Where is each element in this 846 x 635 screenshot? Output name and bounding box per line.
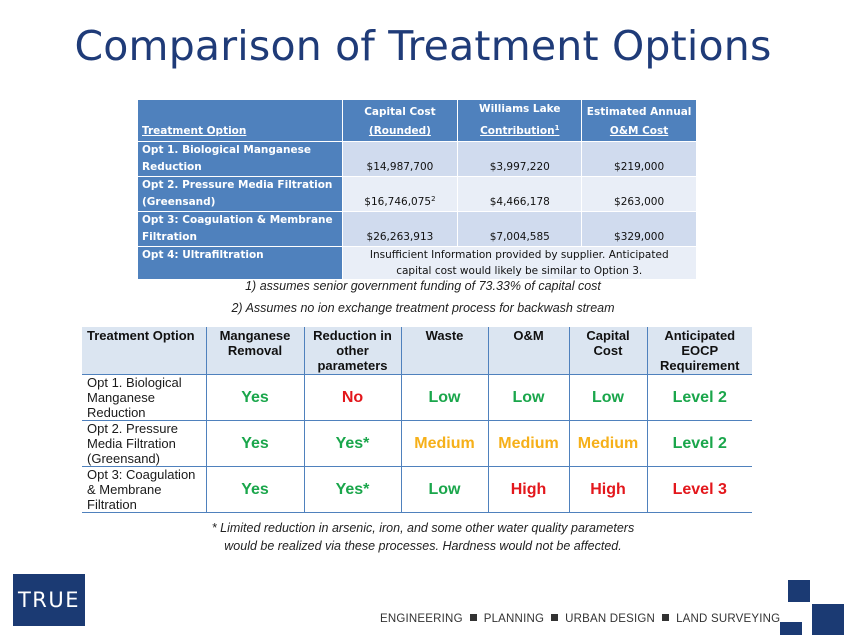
manganese-cell: Yes bbox=[205, 466, 304, 513]
page-title: Comparison of Treatment Options bbox=[74, 22, 772, 70]
row-option: Opt 3: Coagulation & Membrane Filtration bbox=[82, 466, 206, 513]
header-eocp: Anticipated EOCP Requirement bbox=[646, 327, 752, 375]
reduction-cell: No bbox=[303, 374, 401, 421]
square-separator-icon bbox=[662, 614, 670, 621]
eocp-cell: Level 3 bbox=[646, 466, 752, 513]
table-row: Opt 3: Coagulation & Membrane Filtration … bbox=[137, 211, 697, 247]
note-cell: Insufficient Information provided by sup… bbox=[341, 246, 697, 280]
reduction-cell: Yes* bbox=[303, 420, 401, 467]
contribution-cell: $3,997,220 bbox=[457, 141, 583, 177]
waste-cell: Medium bbox=[400, 420, 488, 467]
table-row: Opt 1. Biological Manganese Reduction Yes … bbox=[82, 374, 752, 421]
om-cost-cell: $219,000 bbox=[581, 141, 697, 177]
corner-squares-icon bbox=[780, 580, 844, 635]
table-note: * Limited reduction in arsenic, iron, an… bbox=[211, 521, 635, 553]
capital-cost-cell: $16,746,0752 bbox=[341, 176, 459, 212]
footnote-1: 1) assumes senior government funding of … bbox=[245, 279, 601, 293]
comparison-table-header: Treatment Option Manganese Removal Reduct… bbox=[82, 327, 752, 375]
capital-cost-cell: $14,987,700 bbox=[341, 141, 459, 177]
company-logo: TRUE bbox=[13, 574, 85, 626]
capital-cell: Medium bbox=[568, 420, 647, 467]
table-row: Opt 4: Ultrafiltration Insufficient Info… bbox=[137, 246, 697, 280]
header-om-cost: Estimated Annual O&M Cost bbox=[581, 99, 697, 142]
table-row: Opt 2. Pressure Media Filtration (Greensan… bbox=[82, 420, 752, 467]
table-row: Opt 2. Pressure Media Filtration (Greensa… bbox=[137, 176, 697, 212]
row-option: Opt 3: Coagulation & Membrane Filtration bbox=[137, 211, 343, 247]
company-tagline: ENGINEERING PLANNING URBAN DESIGN LAND SURV… bbox=[380, 613, 781, 625]
cost-table: Treatment Option Capital Cost (Rounded) W… bbox=[137, 99, 697, 280]
capital-cell: High bbox=[568, 466, 647, 513]
eocp-cell: Level 2 bbox=[646, 420, 752, 467]
waste-cell: Low bbox=[400, 374, 488, 421]
square-separator-icon bbox=[469, 614, 477, 621]
header-waste: Waste bbox=[400, 327, 488, 375]
header-manganese-removal: Manganese Removal bbox=[205, 327, 304, 375]
row-option: Opt 4: Ultrafiltration bbox=[137, 246, 343, 280]
contribution-cell: $7,004,585 bbox=[457, 211, 583, 247]
reduction-cell: Yes* bbox=[303, 466, 401, 513]
om-cost-cell: $329,000 bbox=[581, 211, 697, 247]
table-row: Opt 3: Coagulation & Membrane Filtration Y… bbox=[82, 466, 752, 513]
footnote-2: 2) Assumes no ion exchange treatment pro… bbox=[231, 301, 615, 315]
header-reduction: Reduction in other parameters bbox=[303, 327, 401, 375]
header-contribution: Williams Lake Contribution1 bbox=[457, 99, 583, 142]
eocp-cell: Level 2 bbox=[646, 374, 752, 421]
table-row: Opt 1. Biological Manganese Reduction $14… bbox=[137, 141, 697, 177]
om-cost-cell: $263,000 bbox=[581, 176, 697, 212]
manganese-cell: Yes bbox=[205, 420, 304, 467]
row-option: Opt 2. Pressure Media Filtration (Greensa… bbox=[137, 176, 343, 212]
cost-table-header: Treatment Option Capital Cost (Rounded) W… bbox=[137, 99, 697, 142]
square-separator-icon bbox=[551, 614, 559, 621]
om-cell: Medium bbox=[487, 420, 569, 467]
capital-cell: Low bbox=[568, 374, 647, 421]
header-capital-cost: Capital Cost (Rounded) bbox=[341, 99, 459, 142]
waste-cell: Low bbox=[400, 466, 488, 513]
om-cell: High bbox=[487, 466, 569, 513]
row-option: Opt 1. Biological Manganese Reduction bbox=[137, 141, 343, 177]
manganese-cell: Yes bbox=[205, 374, 304, 421]
header-capital-cost: Capital Cost bbox=[568, 327, 647, 375]
capital-cost-cell: $26,263,913 bbox=[341, 211, 459, 247]
contribution-cell: $4,466,178 bbox=[457, 176, 583, 212]
header-om: O&M bbox=[487, 327, 569, 375]
row-option: Opt 2. Pressure Media Filtration (Greensan… bbox=[82, 420, 206, 467]
header-treatment-option: Treatment Option bbox=[137, 99, 343, 142]
comparison-table: Treatment Option Manganese Removal Reduct… bbox=[82, 327, 752, 513]
om-cell: Low bbox=[487, 374, 569, 421]
row-option: Opt 1. Biological Manganese Reduction bbox=[82, 374, 206, 421]
header-treatment-option: Treatment Option bbox=[82, 327, 206, 375]
